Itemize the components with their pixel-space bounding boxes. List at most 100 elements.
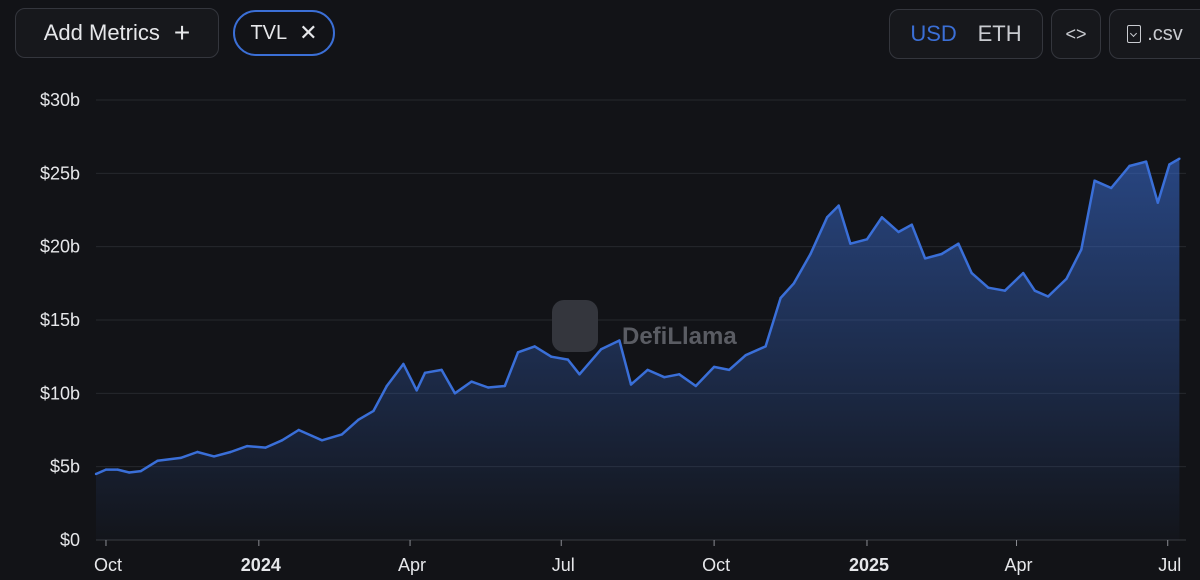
tvl-data-point — [1128, 164, 1131, 168]
tvl-data-point — [1144, 160, 1148, 163]
tvl-data-point — [1022, 271, 1025, 275]
y-tick-label: $30b — [40, 90, 80, 110]
x-tick-label: Oct — [702, 555, 730, 575]
tvl-data-point — [264, 446, 267, 449]
tvl-data-point — [1003, 289, 1007, 292]
tvl-data-point — [663, 376, 666, 379]
add-metrics-button[interactable]: Add Metrics + — [15, 8, 219, 58]
tvl-data-point — [1033, 289, 1037, 292]
tvl-data-point — [910, 223, 913, 226]
x-tick-label: Jul — [552, 555, 575, 575]
close-icon[interactable]: ✕ — [299, 20, 318, 45]
tvl-data-point — [618, 339, 621, 342]
tvl-data-point — [212, 455, 216, 458]
tvl-data-point — [1093, 179, 1096, 182]
x-tick-label: Apr — [398, 555, 426, 575]
tvl-data-point — [486, 386, 490, 389]
tvl-data-point — [196, 450, 199, 454]
tvl-data-point — [423, 371, 427, 374]
y-tick-label: $5b — [50, 457, 80, 477]
tvl-data-point — [987, 286, 990, 289]
x-tick-label: Oct — [94, 555, 122, 575]
y-tick-label: $25b — [40, 163, 80, 183]
download-file-icon — [1127, 25, 1142, 43]
x-tick-label: 2024 — [241, 555, 281, 575]
tvl-data-point — [849, 242, 852, 245]
tvl-data-point — [340, 433, 344, 436]
tvl-data-point — [940, 252, 943, 256]
metric-chip-tvl[interactable]: TVL ✕ — [233, 10, 335, 56]
plus-icon: + — [173, 17, 191, 48]
csv-download-button[interactable]: .csv — [1109, 9, 1200, 59]
tvl-data-point — [550, 355, 553, 358]
tvl-data-point — [880, 216, 884, 219]
tvl-data-point — [825, 216, 829, 219]
tvl-data-point — [629, 383, 633, 386]
tvl-data-point — [470, 380, 473, 383]
tvl-data-point — [923, 257, 927, 260]
y-tick-label: $0 — [60, 530, 80, 550]
llama-logo-icon — [552, 300, 598, 352]
tvl-data-point — [678, 373, 681, 376]
code-icon: <> — [1065, 23, 1087, 44]
tvl-data-point — [128, 471, 131, 474]
tvl-data-point — [94, 472, 98, 476]
tvl-data-point — [599, 348, 603, 351]
tvl-data-point — [792, 282, 796, 285]
tvl-series-line — [95, 157, 1181, 476]
tvl-data-point — [1080, 248, 1083, 251]
tvl-data-point — [372, 409, 375, 413]
tvl-data-point — [578, 373, 581, 376]
tvl-data-point — [503, 384, 506, 388]
x-tick-label: 2025 — [849, 555, 889, 575]
currency-eth-button[interactable]: ETH — [977, 21, 1022, 46]
x-tick-label: Apr — [1005, 555, 1033, 575]
tvl-data-point — [156, 459, 159, 462]
tvl-data-point — [357, 418, 360, 421]
tvl-data-point — [440, 368, 443, 372]
tvl-data-point — [516, 351, 520, 354]
tvl-data-point — [246, 444, 249, 448]
tvl-data-point — [229, 450, 232, 454]
tvl-data-point — [865, 238, 869, 241]
tvl-data-point — [970, 271, 973, 275]
toolbar: Add Metrics + TVL ✕ USD ETH <> .csv — [0, 0, 1200, 70]
y-tick-label: $15b — [40, 310, 80, 330]
tvl-data-point — [415, 389, 418, 392]
tvl-data-point — [764, 345, 767, 348]
tvl-data-point — [744, 354, 747, 357]
csv-label: .csv — [1147, 22, 1183, 45]
tvl-data-point — [1065, 277, 1068, 281]
tvl-data-point — [104, 468, 108, 471]
tvl-data-point — [402, 362, 405, 366]
tvl-data-point — [1168, 163, 1171, 166]
tvl-data-point — [453, 392, 457, 395]
tvl-data-point — [297, 428, 300, 432]
currency-usd-button[interactable]: USD — [910, 21, 957, 46]
tvl-data-point — [1178, 157, 1181, 160]
tvl-data-point — [779, 296, 782, 300]
tvl-data-point — [116, 468, 119, 471]
tvl-data-point — [712, 365, 716, 369]
y-tick-label: $10b — [40, 383, 80, 403]
tvl-data-point — [139, 469, 143, 473]
x-tick-label: Jul — [1158, 555, 1181, 575]
tvl-data-point — [1046, 295, 1050, 298]
metric-chip-label: TVL — [250, 21, 288, 44]
tvl-data-point — [280, 439, 284, 442]
tvl-data-point — [1156, 201, 1160, 204]
tvl-data-point — [694, 384, 697, 388]
tvl-data-point — [1110, 186, 1113, 190]
tvl-data-point — [897, 230, 900, 234]
tvl-data-point — [310, 434, 314, 438]
tvl-data-point — [566, 358, 570, 361]
tvl-data-point — [727, 368, 731, 372]
tvl-data-point — [646, 368, 649, 372]
tvl-data-point — [957, 242, 960, 245]
tvl-data-point — [809, 252, 812, 256]
watermark: DefiLlama — [552, 300, 737, 352]
add-metrics-label: Add Metrics — [43, 20, 160, 45]
embed-button[interactable]: <> — [1051, 9, 1101, 59]
tvl-data-point — [385, 384, 388, 388]
